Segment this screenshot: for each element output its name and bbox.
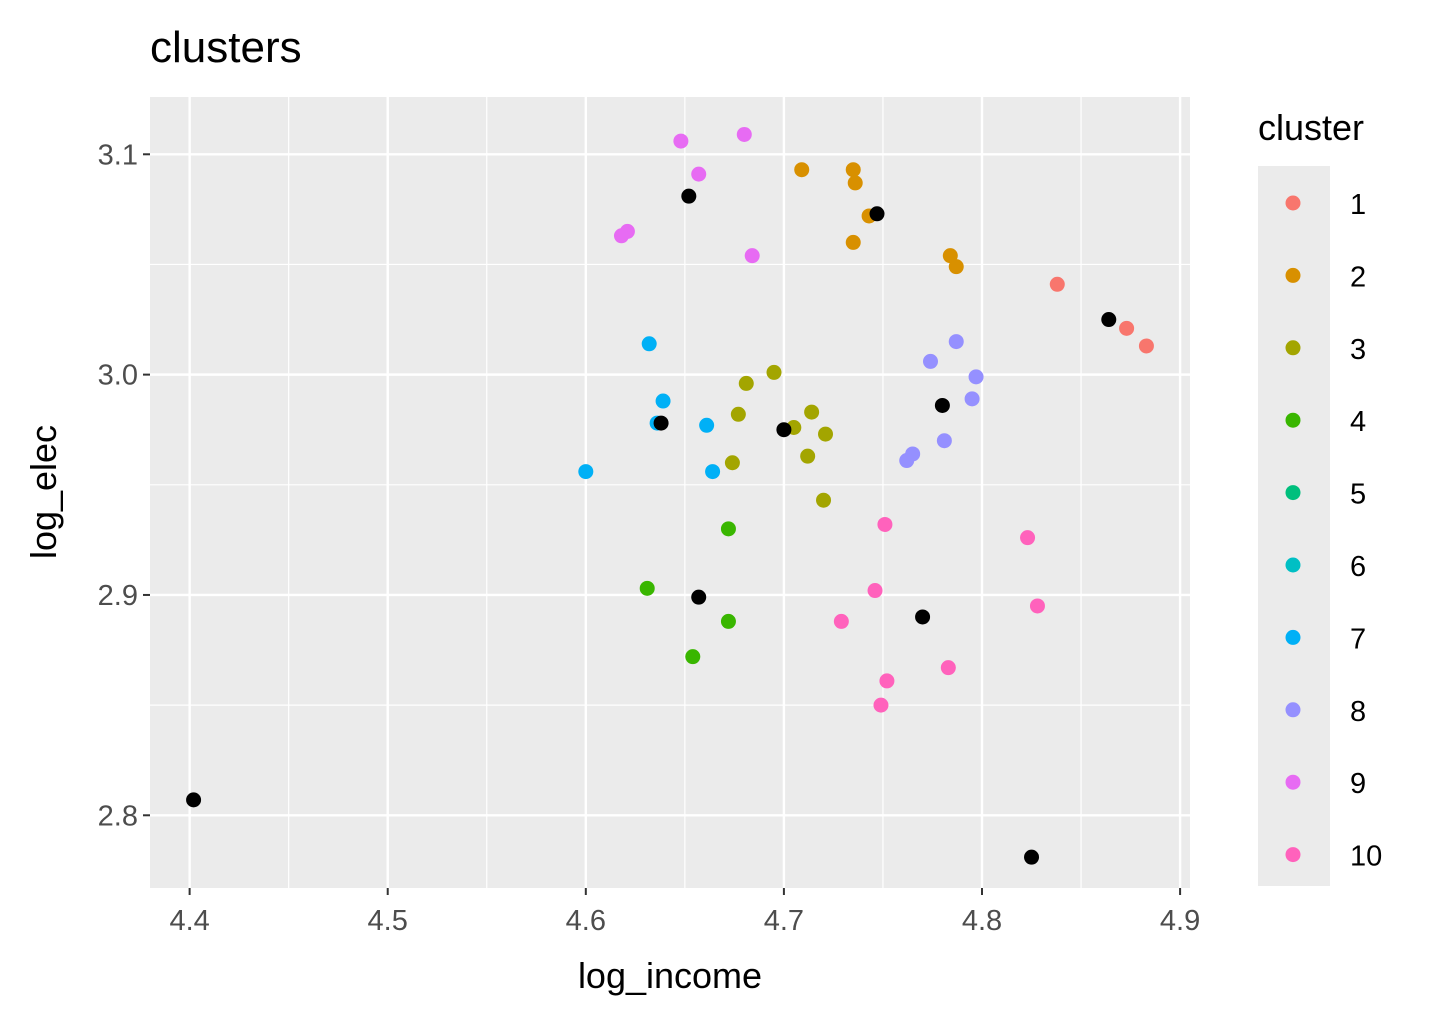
point-cluster-9: [744, 248, 760, 264]
center-point: [653, 415, 669, 431]
point-cluster-4: [685, 649, 701, 665]
point-cluster-3: [738, 375, 754, 391]
point-cluster-2: [845, 162, 861, 178]
point-cluster-9: [673, 133, 689, 149]
point-cluster-7: [655, 393, 671, 409]
legend-key-background: [1258, 166, 1330, 886]
point-cluster-10: [877, 516, 893, 532]
point-cluster-1: [1049, 276, 1065, 292]
legend-key-3: [1285, 340, 1301, 356]
point-cluster-3: [800, 448, 816, 464]
point-cluster-2: [942, 248, 958, 264]
point-cluster-8: [936, 433, 952, 449]
point-cluster-10: [833, 613, 849, 629]
point-cluster-4: [720, 521, 736, 537]
legend-label-10: 10: [1350, 841, 1382, 873]
point-cluster-10: [867, 583, 883, 599]
center-point: [869, 206, 885, 222]
y-tick-label: 3.1: [98, 139, 138, 171]
y-tick-label: 2.9: [98, 580, 138, 612]
legend-label-5: 5: [1350, 479, 1366, 511]
point-cluster-9: [613, 228, 629, 244]
plot-panel: [150, 97, 1190, 888]
y-axis-title: log_elec: [23, 425, 64, 559]
legend-key-2: [1285, 267, 1301, 283]
point-cluster-3: [804, 404, 820, 420]
x-tick-label: 4.8: [962, 905, 1002, 937]
legend-label-7: 7: [1350, 623, 1366, 655]
x-tick-label: 4.9: [1160, 905, 1200, 937]
x-tick-label: 4.4: [169, 905, 209, 937]
point-cluster-8: [922, 353, 938, 369]
legend-key-9: [1285, 774, 1301, 790]
legend-key-4: [1285, 412, 1301, 428]
point-cluster-9: [691, 166, 707, 182]
point-cluster-4: [639, 580, 655, 596]
legend-key-7: [1285, 629, 1301, 645]
point-cluster-10: [879, 673, 895, 689]
center-point: [934, 397, 950, 413]
point-cluster-9: [736, 126, 752, 142]
point-cluster-2: [948, 259, 964, 275]
center-point: [1101, 312, 1117, 328]
point-cluster-8: [948, 334, 964, 350]
legend-key-10: [1285, 847, 1301, 863]
point-cluster-3: [816, 492, 832, 508]
point-cluster-4: [720, 613, 736, 629]
x-axis-title: log_income: [578, 955, 762, 996]
legend-key-8: [1285, 702, 1301, 718]
point-cluster-8: [968, 369, 984, 385]
point-cluster-2: [845, 234, 861, 250]
x-tick-label: 4.7: [764, 905, 804, 937]
legend-key-6: [1285, 557, 1301, 573]
point-cluster-8: [964, 391, 980, 407]
legend-key-1: [1285, 195, 1301, 211]
legend-key-5: [1285, 485, 1301, 501]
point-cluster-10: [1029, 598, 1045, 614]
point-cluster-10: [873, 697, 889, 713]
y-tick-label: 2.8: [98, 800, 138, 832]
legend-label-2: 2: [1350, 261, 1366, 293]
legend-title: cluster: [1258, 107, 1364, 148]
chart-title: clusters: [150, 23, 302, 72]
legend-label-6: 6: [1350, 551, 1366, 583]
point-cluster-7: [641, 336, 657, 352]
point-cluster-1: [1119, 320, 1135, 336]
point-cluster-8: [899, 453, 915, 469]
center-point: [681, 188, 697, 204]
point-cluster-2: [847, 175, 863, 191]
point-cluster-1: [1138, 338, 1154, 354]
point-cluster-7: [705, 464, 721, 480]
point-cluster-3: [766, 364, 782, 380]
legend-label-4: 4: [1350, 406, 1366, 438]
point-cluster-3: [818, 426, 834, 442]
center-point: [186, 792, 202, 808]
x-tick-label: 4.6: [566, 905, 606, 937]
y-tick-label: 3.0: [98, 360, 138, 392]
point-cluster-10: [1020, 530, 1036, 546]
point-cluster-2: [794, 162, 810, 178]
point-cluster-3: [730, 406, 746, 422]
x-tick-label: 4.5: [368, 905, 408, 937]
point-cluster-3: [724, 455, 740, 471]
data-points: [186, 126, 1154, 865]
legend-label-3: 3: [1350, 334, 1366, 366]
center-point: [691, 589, 707, 605]
center-point: [915, 609, 931, 625]
center-point: [776, 422, 792, 438]
legend-label-1: 1: [1350, 189, 1366, 221]
point-cluster-7: [699, 417, 715, 433]
point-cluster-7: [578, 464, 594, 480]
legend-label-8: 8: [1350, 696, 1366, 728]
point-cluster-10: [940, 660, 956, 676]
axis-ticks: 4.4 4.5 4.6 4.7 4.8 4.9 2.8 2.9 3.0 3.1: [98, 139, 1201, 937]
grid: [150, 97, 1190, 888]
center-point: [1024, 849, 1040, 865]
legend: 1 2 3 4 5 6 7 8 9 10: [1285, 189, 1382, 873]
legend-label-9: 9: [1350, 768, 1366, 800]
